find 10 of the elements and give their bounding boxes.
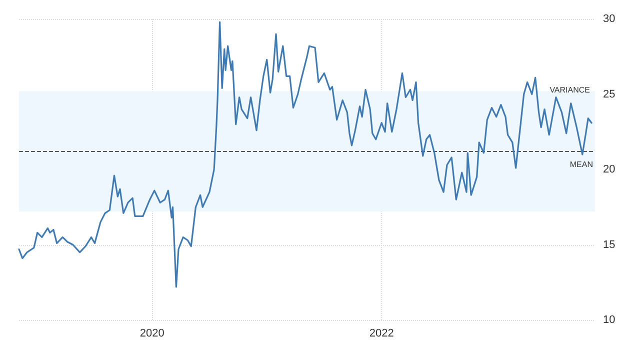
band-label: VARIANCE xyxy=(550,86,590,95)
line-series xyxy=(18,21,592,288)
y-tick-label: 30 xyxy=(603,13,616,25)
y-tick-label: 25 xyxy=(603,88,616,100)
x-tick-label: 2020 xyxy=(140,328,164,340)
ref-line-label: MEAN xyxy=(570,160,594,169)
y-tick-label: 15 xyxy=(603,238,616,251)
y-tick-label: 20 xyxy=(603,164,616,176)
y-tick-label: 10 xyxy=(603,314,616,326)
x-tick-label: 2022 xyxy=(369,328,394,340)
